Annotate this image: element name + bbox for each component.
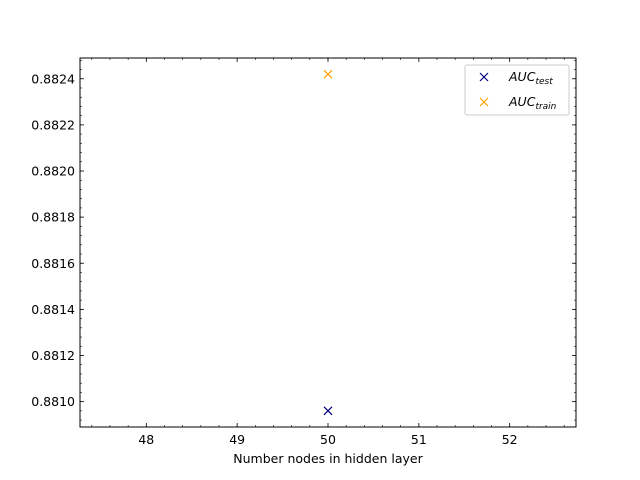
legend-label-train: AUCtrain — [508, 94, 557, 112]
y-tick-label: 0.8810 — [31, 394, 75, 409]
plot-background — [80, 58, 576, 427]
x-axis-label: Number nodes in hidden layer — [233, 451, 423, 466]
marker-stroke — [479, 97, 489, 107]
data-points — [323, 69, 333, 416]
y-tick-label: 0.8816 — [31, 256, 75, 271]
legend-label-test: AUCtest — [508, 69, 553, 87]
marker-stroke — [479, 72, 489, 82]
legend-label-subscript: train — [535, 102, 556, 112]
major-ticks — [80, 58, 576, 427]
marker-stroke — [323, 406, 333, 416]
legend-label-main: AUC — [508, 69, 536, 84]
y-tick-labels: 0.8810 0.8812 0.8814 0.8816 0.8818 0.8820 0.88… — [31, 71, 75, 409]
y-tick-label: 0.8820 — [31, 164, 75, 179]
y-tick-label: 0.8822 — [31, 117, 75, 132]
y-tick-label: 0.8818 — [31, 210, 75, 225]
y-tick-label: 0.8824 — [31, 71, 75, 86]
data-point-test — [323, 406, 333, 416]
x-tick-label: 51 — [411, 432, 427, 447]
y-tick-label: 0.8814 — [31, 302, 75, 317]
x-tick-label: 50 — [320, 432, 336, 447]
legend-label-subscript: test — [535, 77, 553, 87]
marker-stroke — [323, 69, 333, 79]
x-tick-label: 49 — [229, 432, 245, 447]
legend-marker-train — [479, 97, 489, 107]
legend-box — [464, 64, 570, 116]
x-tick-label: 52 — [502, 432, 518, 447]
x-tick-labels: 48 49 50 51 52 — [138, 432, 517, 447]
legend-marker-test — [479, 72, 489, 82]
y-tick-label: 0.8812 — [31, 348, 75, 363]
data-point-train — [323, 69, 333, 79]
plot-frame — [79, 57, 577, 428]
x-tick-label: 48 — [138, 432, 154, 447]
legend-label-main: AUC — [508, 94, 536, 109]
